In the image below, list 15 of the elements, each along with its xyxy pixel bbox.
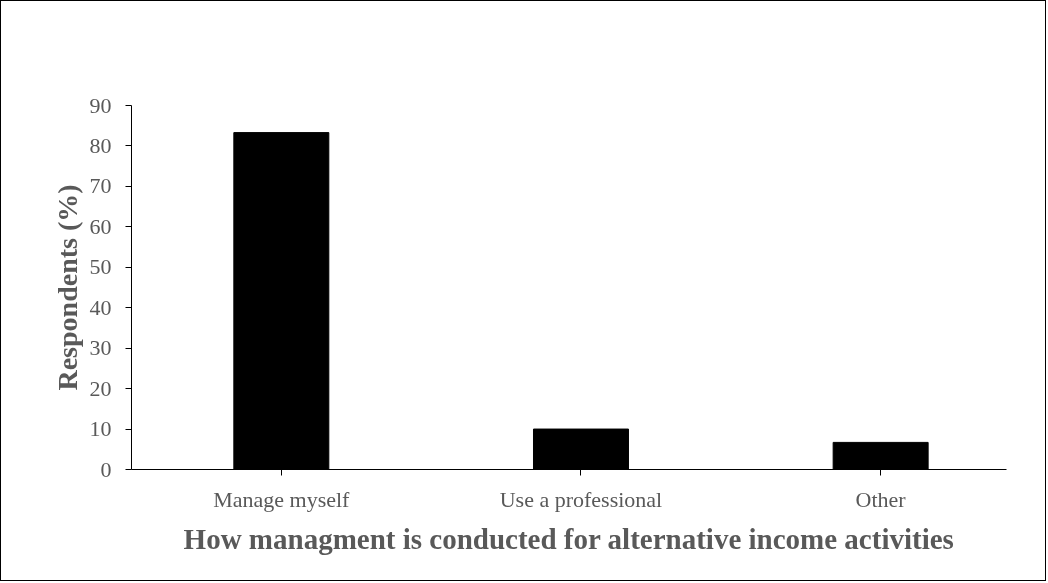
x-tick-label: Manage myself [213,486,351,512]
y-tick-label: 80 [89,132,112,158]
y-tick-label: 50 [89,254,112,280]
y-tick-label: 0 [100,456,112,482]
y-tick-label: 20 [89,375,112,401]
x-tick-label: Use a professional [499,486,663,512]
y-tick-label: 90 [89,92,112,118]
y-tick-label: 60 [89,213,112,239]
x-axis-title: How managment is conducted for alternative income activities [183,522,954,555]
y-tick-label: 30 [89,335,112,361]
y-tick-label: 10 [89,416,112,442]
y-axis-title: Respondents (%) [51,184,83,391]
x-tick-label: Other [855,486,907,512]
y-tick-label: 40 [89,294,112,320]
y-tick-label: 70 [89,173,112,199]
